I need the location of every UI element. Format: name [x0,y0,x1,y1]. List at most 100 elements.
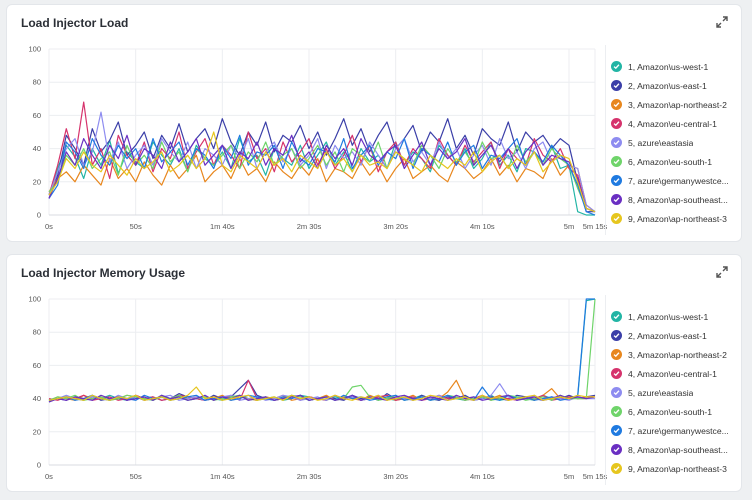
x-tick-label: 5m [564,222,574,231]
chart-legend: 1, Amazon\us-west-1 2, Amazon\us-east-1 3,… [611,57,739,228]
series-line-9 [48,386,595,401]
legend-label: 8, Amazon\ap-southeast... [628,194,728,205]
legend-label: 4, Amazon\eu-central-1 [628,118,717,129]
x-tick-label: 5m [564,472,574,481]
check-icon [611,406,622,417]
check-icon [611,463,622,474]
y-tick-label: 40 [33,144,41,153]
expand-icon[interactable] [715,15,729,29]
check-icon [611,194,622,205]
y-tick-label: 60 [33,111,41,120]
legend-label: 2, Amazon\us-east-1 [628,330,707,341]
legend-item[interactable]: 8, Amazon\ap-southeast... [611,440,739,459]
memory-panel: Load Injector Memory Usage 0 20 40 60 80 100 0… [6,254,742,492]
x-tick-label: 1m 40s [210,472,235,481]
check-icon [611,156,622,167]
legend-label: 7, azure\germanywestce... [628,175,729,186]
memory-line-chart: 0 20 40 60 80 100 0s 50s 1m 40s 2m 30s 3m 20s 4m 10… [28,295,607,482]
check-icon [611,349,622,360]
legend-item[interactable]: 9, Amazon\ap-northeast-3 [611,209,739,228]
legend-item[interactable]: 3, Amazon\ap-northeast-2 [611,345,739,364]
legend-label: 9, Amazon\ap-northeast-3 [628,213,727,224]
x-tick-label: 3m 20s [383,472,408,481]
check-icon [611,175,622,186]
legend-item[interactable]: 5, azure\eastasia [611,383,739,402]
x-tick-label: 1m 40s [210,222,235,231]
series-line-2 [48,118,595,213]
legend-item[interactable]: 4, Amazon\eu-central-1 [611,364,739,383]
y-tick-label: 80 [33,328,41,337]
y-tick-label: 100 [28,45,41,54]
y-tick-label: 20 [33,177,41,186]
check-icon [611,425,622,436]
legend-label: 5, azure\eastasia [628,387,694,398]
legend-item[interactable]: 9, Amazon\ap-northeast-3 [611,459,739,478]
series-line-7 [48,134,596,216]
legend-item[interactable]: 2, Amazon\us-east-1 [611,326,739,345]
y-tick-label: 100 [28,295,41,304]
series-line-1 [48,298,596,401]
expand-icon[interactable] [715,265,729,279]
check-icon [611,213,622,224]
x-tick-label: 5m 15s [583,222,607,231]
legend-item[interactable]: 6, Amazon\eu-south-1 [611,152,739,171]
legend-item[interactable]: 7, azure\germanywestce... [611,421,739,440]
legend-label: 3, Amazon\ap-northeast-2 [628,349,727,360]
check-icon [611,80,622,91]
legend-item[interactable]: 3, Amazon\ap-northeast-2 [611,95,739,114]
x-tick-label: 4m 10s [470,472,495,481]
y-tick-label: 0 [37,211,41,220]
x-tick-label: 3m 20s [383,222,408,231]
check-icon [611,311,622,322]
legend-item[interactable]: 1, Amazon\us-west-1 [611,307,739,326]
x-tick-label: 5m 15s [583,472,607,481]
check-icon [611,330,622,341]
legend-label: 2, Amazon\us-east-1 [628,80,707,91]
legend-item[interactable]: 2, Amazon\us-east-1 [611,76,739,95]
legend-label: 3, Amazon\ap-northeast-2 [628,99,727,110]
check-icon [611,61,622,72]
legend-item[interactable]: 4, Amazon\eu-central-1 [611,114,739,133]
series-line-6 [48,298,596,401]
legend-item[interactable]: 6, Amazon\eu-south-1 [611,402,739,421]
load-line-chart: 0 20 40 60 80 100 0s 50s 1m 40s 2m 30s 3m 20s 4m 10… [28,45,607,232]
legend-label: 6, Amazon\eu-south-1 [628,156,713,167]
legend-label: 6, Amazon\eu-south-1 [628,406,713,417]
legend-item[interactable]: 1, Amazon\us-west-1 [611,57,739,76]
legend-label: 1, Amazon\us-west-1 [628,61,709,72]
check-icon [611,368,622,379]
check-icon [611,387,622,398]
chart-legend: 1, Amazon\us-west-1 2, Amazon\us-east-1 3,… [611,307,739,478]
legend-label: 7, azure\germanywestce... [628,425,729,436]
y-tick-label: 0 [37,461,41,470]
x-tick-label: 50s [130,222,142,231]
series-line-7 [48,298,595,401]
x-tick-label: 2m 30s [297,222,322,231]
x-tick-label: 0s [45,472,53,481]
check-icon [611,118,622,129]
series-line-9 [48,131,596,213]
x-tick-label: 4m 10s [470,222,495,231]
panel-title: Load Injector Load [21,16,129,30]
check-icon [611,444,622,455]
legend-label: 1, Amazon\us-west-1 [628,311,709,322]
legend-label: 5, azure\eastasia [628,137,694,148]
legend-label: 4, Amazon\eu-central-1 [628,368,717,379]
series-line-5 [48,383,595,401]
load-panel: Load Injector Load 0 20 40 60 80 100 0s 50s 1m 4… [6,4,742,242]
legend-label: 8, Amazon\ap-southeast... [628,444,728,455]
check-icon [611,137,622,148]
y-tick-label: 60 [33,361,41,370]
series-line-1 [48,138,595,216]
legend-label: 9, Amazon\ap-northeast-3 [628,463,727,474]
y-tick-label: 40 [33,394,41,403]
legend-item[interactable]: 8, Amazon\ap-southeast... [611,190,739,209]
x-tick-label: 0s [45,222,53,231]
x-tick-label: 2m 30s [297,472,322,481]
legend-divider [605,295,606,485]
legend-item[interactable]: 7, azure\germanywestce... [611,171,739,190]
legend-item[interactable]: 5, azure\eastasia [611,133,739,152]
legend-divider [605,45,606,235]
panel-title: Load Injector Memory Usage [21,266,186,280]
series-line-8 [48,134,596,213]
